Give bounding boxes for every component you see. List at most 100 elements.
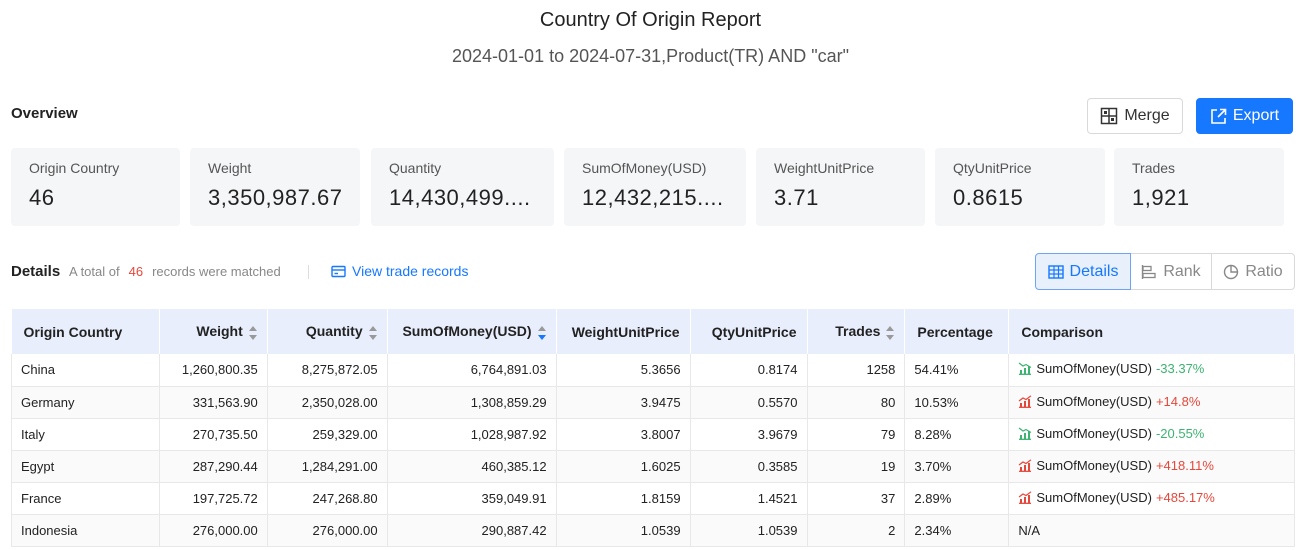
comparison-label: SumOfMoney(USD)	[1036, 457, 1152, 473]
col-weight-unit-price: WeightUnitPrice	[556, 309, 691, 354]
trend-down-icon	[1018, 362, 1032, 376]
col-label: SumOfMoney(USD)	[402, 323, 532, 340]
merge-button[interactable]: Merge	[1087, 98, 1183, 134]
col-label: QtyUnitPrice	[711, 323, 797, 340]
col-label: Quantity	[305, 323, 363, 340]
bar-chart-icon	[1142, 264, 1156, 279]
card-label: SumOfMoney(USD)	[582, 160, 707, 176]
card-label: WeightUnitPrice	[774, 160, 875, 176]
cell-weight: 331,563.90	[159, 386, 268, 418]
card-origin-country: Origin Country 46	[11, 148, 180, 226]
view-mode-tabs: Details Rank Ratio	[1035, 253, 1295, 290]
tab-details-label: Details	[1069, 262, 1119, 280]
cell-qup: 0.5570	[690, 386, 808, 418]
merge-icon	[1101, 107, 1118, 125]
cell-wup: 3.9475	[556, 386, 691, 418]
cell-pct: 3.70%	[904, 450, 1010, 482]
cell-weight: 287,290.44	[159, 450, 268, 482]
table-row: Indonesia 276,000.00 276,000.00 290,887.42 1…	[11, 514, 1295, 546]
col-quantity[interactable]: Quantity	[267, 309, 388, 354]
tab-details[interactable]: Details	[1035, 253, 1131, 290]
comparison-label: SumOfMoney(USD)	[1036, 361, 1152, 377]
comparison-label: SumOfMoney(USD)	[1036, 393, 1152, 409]
sort-icon[interactable]	[368, 325, 377, 340]
cell-money: 359,049.91	[387, 482, 557, 514]
cell-pct: 10.53%	[904, 386, 1010, 418]
comparison: N/A	[1018, 523, 1040, 538]
card-value: 0.8615	[953, 185, 1024, 210]
tab-ratio[interactable]: Ratio	[1212, 253, 1295, 290]
tab-rank[interactable]: Rank	[1131, 253, 1212, 290]
cell-country: Egypt	[11, 450, 160, 482]
table-body: China 1,260,800.35 8,275,872.05 6,764,891.0…	[11, 354, 1295, 546]
tab-rank-label: Rank	[1163, 262, 1201, 280]
cell-weight: 1,260,800.35	[159, 354, 268, 386]
card-value: 3,350,987.67	[208, 185, 343, 210]
cell-pct: 2.34%	[904, 514, 1010, 546]
view-link-label: View trade records	[352, 263, 469, 279]
cell-quantity: 247,268.80	[267, 482, 388, 514]
card-label: Origin Country	[29, 160, 120, 176]
card-value: 1,921	[1132, 185, 1190, 210]
cell-trades: 2	[807, 514, 906, 546]
table-row: China 1,260,800.35 8,275,872.05 6,764,891.0…	[11, 354, 1295, 386]
cell-comparison: SumOfMoney(USD) +418.11%	[1008, 450, 1295, 482]
comparison-value: +14.8%	[1155, 393, 1201, 409]
card-quantity: Quantity 14,430,499....	[371, 148, 554, 226]
cell-comparison: SumOfMoney(USD) -33.37%	[1008, 354, 1295, 386]
comparison: SumOfMoney(USD) -33.37%	[1018, 361, 1204, 376]
cell-comparison: SumOfMoney(USD) +485.17%	[1008, 482, 1295, 514]
card-value: 14,430,499....	[389, 185, 531, 210]
view-trade-records-link[interactable]: View trade records	[331, 263, 468, 279]
comparison-value: -33.37%	[1155, 361, 1205, 377]
card-label: QtyUnitPrice	[953, 160, 1032, 176]
card-qty-unit-price: QtyUnitPrice 0.8615	[935, 148, 1105, 226]
col-trades[interactable]: Trades	[807, 309, 906, 354]
cell-weight: 276,000.00	[159, 514, 268, 546]
cell-trades: 79	[807, 418, 906, 450]
cell-wup: 5.3656	[556, 354, 691, 386]
card-sum-of-money: SumOfMoney(USD) 12,432,215....	[564, 148, 746, 226]
cell-quantity: 1,284,291.00	[267, 450, 388, 482]
col-sum-of-money[interactable]: SumOfMoney(USD)	[387, 309, 557, 354]
col-origin-country: Origin Country	[11, 309, 160, 354]
comparison-value: N/A	[1018, 522, 1041, 538]
merge-label: Merge	[1124, 107, 1170, 124]
sort-icon[interactable]	[537, 325, 546, 340]
overview-heading: Overview	[11, 105, 78, 122]
card-value: 12,432,215....	[582, 185, 724, 210]
cell-trades: 1258	[807, 354, 906, 386]
col-label: WeightUnitPrice	[571, 323, 680, 340]
matched-prefix: A total of	[69, 264, 120, 279]
cell-country: China	[11, 354, 160, 386]
table-row: Germany 331,563.90 2,350,028.00 1,308,859.2…	[11, 386, 1295, 418]
col-label: Weight	[196, 323, 243, 340]
comparison: SumOfMoney(USD) -20.55%	[1018, 426, 1204, 441]
col-qty-unit-price: QtyUnitPrice	[690, 309, 808, 354]
card-weight-unit-price: WeightUnitPrice 3.71	[756, 148, 925, 226]
export-button[interactable]: Export	[1196, 98, 1293, 134]
cell-qup: 1.4521	[690, 482, 808, 514]
card-label: Weight	[208, 160, 252, 176]
table-row: Egypt 287,290.44 1,284,291.00 460,385.12 1.6…	[11, 450, 1295, 482]
col-label: Comparison	[1021, 323, 1104, 340]
tab-ratio-label: Ratio	[1245, 262, 1283, 280]
comparison-value: +485.17%	[1155, 489, 1215, 505]
comparison: SumOfMoney(USD) +485.17%	[1018, 490, 1215, 505]
cell-wup: 1.6025	[556, 450, 691, 482]
col-percentage: Percentage	[904, 309, 1010, 354]
comparison: SumOfMoney(USD) +14.8%	[1018, 394, 1200, 409]
comparison-label: SumOfMoney(USD)	[1036, 425, 1152, 441]
cell-country: Indonesia	[11, 514, 160, 546]
cell-trades: 19	[807, 450, 906, 482]
col-weight[interactable]: Weight	[159, 309, 268, 354]
cell-trades: 80	[807, 386, 906, 418]
cell-pct: 2.89%	[904, 482, 1010, 514]
table-icon	[1047, 264, 1064, 279]
cell-trades: 37	[807, 482, 906, 514]
table-header-row: Origin Country Weight Quantity SumOfMone…	[11, 309, 1295, 354]
comparison-label: SumOfMoney(USD)	[1036, 489, 1152, 505]
report-title: Country Of Origin Report	[539, 9, 762, 31]
sort-icon[interactable]	[248, 325, 257, 340]
sort-icon[interactable]	[886, 325, 895, 340]
